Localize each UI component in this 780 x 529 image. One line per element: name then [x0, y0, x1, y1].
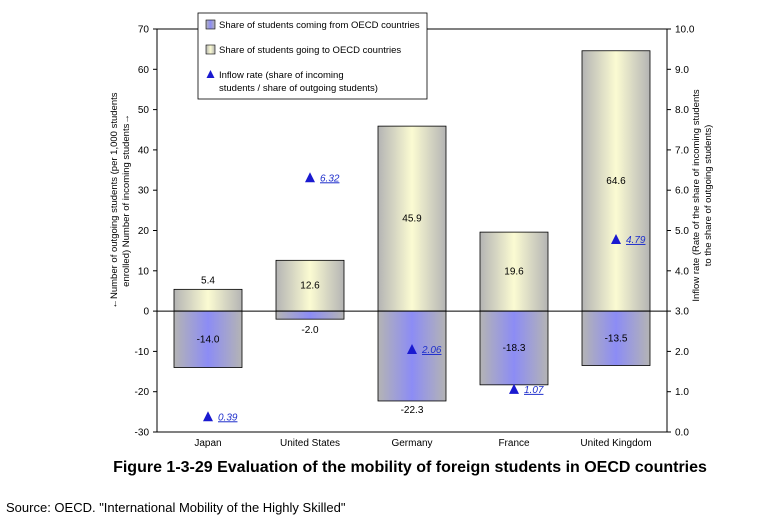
left-tick-label-5: 20 — [138, 226, 150, 237]
left-tick-label-8: -10 — [135, 347, 150, 358]
right-tick-label-6: 4.0 — [675, 266, 689, 277]
bar-coming-2 — [377, 310, 447, 402]
inflow-marker-1 — [305, 172, 315, 183]
left-tick-label-4: 30 — [138, 186, 150, 197]
legend-swatch-coming — [205, 19, 216, 30]
left-tick-label-9: -20 — [135, 387, 150, 398]
value-label-coming-0: -14.0 — [197, 334, 220, 345]
left-axis-title-line-0: ←Number of outgoing students (per 1,000 … — [109, 92, 120, 308]
left-tick-label-0: 70 — [138, 25, 150, 36]
legend-swatch-inflow — [206, 70, 215, 78]
right-tick-label-4: 6.0 — [675, 186, 689, 197]
category-label-2: Germany — [391, 438, 432, 449]
source-note: Source: OECD. "International Mobility of… — [6, 500, 346, 515]
right-tick-label-1: 9.0 — [675, 65, 689, 76]
left-tick-label-2: 50 — [138, 105, 150, 116]
bar-coming-4 — [581, 310, 651, 366]
chart: 5.4 -14.0 12.6 -2.0 45.9 -22.3 19.6 -18.3 64.6 -1… — [109, 12, 714, 449]
value-label-going-2: 45.9 — [402, 214, 422, 225]
right-tick-label-9: 1.0 — [675, 387, 689, 398]
right-tick-label-5: 5.0 — [675, 226, 689, 237]
bar-coming-0 — [173, 310, 243, 368]
right-axis-title-line-1: to the share of outgoing students) — [703, 125, 714, 267]
left-tick-label-6: 10 — [138, 266, 150, 277]
value-label-coming-3: -18.3 — [503, 343, 526, 354]
legend-text-0-0: Share of students coming from OECD count… — [219, 20, 420, 31]
inflow-marker-3 — [509, 383, 519, 394]
bar-going-3 — [479, 231, 549, 312]
right-tick-label-7: 3.0 — [675, 307, 689, 318]
right-axis-title: Inflow rate (Rate of the share of incomi… — [691, 89, 714, 302]
legend-swatch-going — [205, 44, 216, 55]
right-tick-label-2: 8.0 — [675, 105, 689, 116]
bar-coming-1 — [275, 310, 345, 320]
inflow-label-1: 6.32 — [320, 173, 340, 184]
value-label-going-3: 19.6 — [504, 267, 524, 278]
bar-going-0 — [173, 288, 243, 312]
legend-text-2-1: students / share of outgoing students) — [219, 83, 378, 94]
category-label-4: United Kingdom — [580, 438, 651, 449]
right-tick-label-0: 10.0 — [675, 25, 695, 36]
legend-text-2-0: Inflow rate (share of incoming — [219, 70, 344, 81]
category-label-0: Japan — [194, 438, 221, 449]
bar-coming-3 — [479, 310, 549, 386]
value-label-coming-2: -22.3 — [401, 405, 424, 416]
left-axis-title: ←Number of outgoing students (per 1,000 … — [109, 92, 132, 308]
inflow-label-4: 4.79 — [626, 235, 646, 246]
value-label-going-1: 12.6 — [300, 281, 320, 292]
inflow-label-0: 0.39 — [218, 412, 238, 423]
value-label-going-4: 64.6 — [606, 176, 626, 187]
inflow-marker-4 — [611, 233, 621, 244]
right-axis-title-line-0: Inflow rate (Rate of the share of incomi… — [691, 89, 702, 302]
category-label-1: United States — [280, 438, 340, 449]
inflow-marker-0 — [203, 411, 213, 422]
left-tick-label-1: 60 — [138, 65, 150, 76]
value-label-coming-4: -13.5 — [605, 333, 628, 344]
figure-title: Figure 1-3-29 Evaluation of the mobility… — [113, 459, 707, 476]
right-tick-label-8: 2.0 — [675, 347, 689, 358]
left-axis-title-line-1: enrolled) Number of incoming students→ — [121, 114, 132, 287]
legend-box — [197, 12, 428, 100]
category-label-3: France — [498, 438, 530, 449]
value-label-going-0: 5.4 — [201, 275, 215, 286]
inflow-marker-2 — [407, 343, 417, 354]
value-label-coming-1: -2.0 — [301, 325, 319, 336]
bar-going-4 — [581, 50, 651, 312]
left-tick-label-10: -30 — [135, 428, 150, 439]
left-tick-label-3: 40 — [138, 145, 150, 156]
inflow-label-2: 2.06 — [421, 345, 442, 356]
left-tick-label-7: 0 — [143, 307, 149, 318]
right-tick-label-3: 7.0 — [675, 145, 689, 156]
inflow-label-3: 1.07 — [524, 385, 544, 396]
right-tick-label-10: 0.0 — [675, 428, 689, 439]
legend-text-1-0: Share of students going to OECD countrie… — [219, 45, 401, 56]
bar-going-1 — [275, 259, 345, 312]
bar-going-2 — [377, 125, 447, 312]
